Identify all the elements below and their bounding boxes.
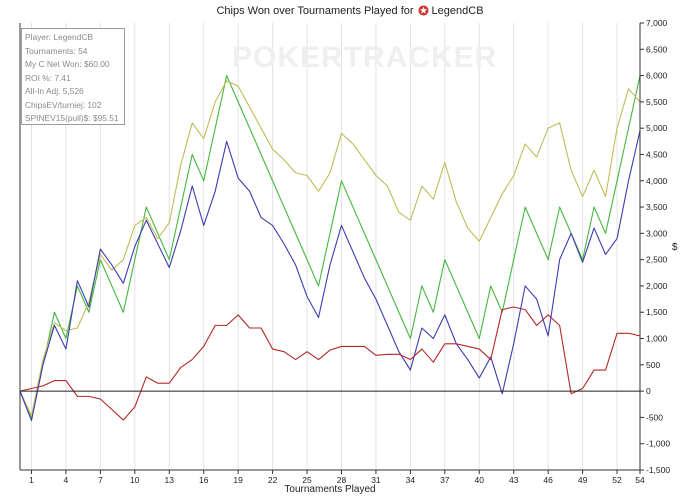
x-tick-label: 31 — [371, 475, 381, 485]
pokertracker-watermark: POKERTRACKER — [232, 41, 498, 74]
x-tick-label: 25 — [302, 475, 312, 485]
x-tick-label: 37 — [440, 475, 450, 485]
chart-title-text: Chips Won over Tournaments Played for — [216, 5, 414, 17]
chart-grid — [30, 23, 641, 470]
y-tick-label: 2,500 — [646, 255, 668, 265]
y-tick-label: 6,500 — [646, 44, 668, 54]
y-tick-label: 5,500 — [646, 97, 668, 107]
chart-title-player: LegendCB — [431, 5, 484, 17]
y-tick-label: 2,000 — [646, 281, 668, 291]
x-tick-label: 49 — [578, 475, 588, 485]
x-axis-label: Tournaments Played — [284, 484, 376, 495]
chart-axes — [19, 23, 641, 471]
x-tick-label: 54 — [635, 475, 645, 485]
y-tick-label: 4,500 — [646, 149, 668, 159]
chart-series — [19, 75, 641, 422]
player-stats-box: Player: LegendCB Tournaments: 54 My C Ne… — [21, 28, 125, 125]
y-tick-label: 6,000 — [646, 71, 668, 81]
stat-net-won: My C Net Won: $60.00 — [25, 59, 110, 69]
stat-allin-adj: All-In Adj: 5,526 — [25, 86, 84, 96]
stat-roi: ROI %: 7.41 — [25, 72, 71, 83]
stat-player: Player: LegendCB — [25, 32, 93, 42]
y-tick-label: 1,500 — [646, 307, 668, 317]
y-tick-label: -1,000 — [646, 439, 670, 449]
y-tick-label: 7,000 — [646, 18, 668, 28]
y-tick-label: 0 — [646, 386, 651, 396]
x-tick-label: 22 — [268, 475, 278, 485]
chart-title: Chips Won over Tournaments Played for Leg… — [0, 5, 700, 17]
y-axis-ticks: -1,500 -1,000 -500 0 500 1,000 1,500 2,000 2,500… — [640, 18, 670, 475]
x-tick-label: 10 — [130, 475, 140, 485]
x-axis-ticks: 1 4 7 10 13 16 19 22 25 28 31 34 37 40 43 46 49 52 54 — [29, 470, 645, 485]
stat-tournaments: Tournaments: 54 — [25, 45, 88, 56]
series-line-3 — [19, 130, 641, 422]
x-tick-label: 46 — [543, 475, 553, 485]
y-tick-label: -500 — [646, 412, 663, 422]
x-tick-label: 40 — [475, 475, 485, 485]
y-tick-label: 500 — [646, 360, 660, 370]
x-tick-label: 13 — [165, 475, 175, 485]
x-tick-label: 1 — [29, 475, 34, 485]
series-line-1 — [19, 75, 641, 418]
y-axis-label: $ — [672, 242, 678, 253]
stat-spinev: SPINEV15(pull)$: $95.51 — [25, 113, 119, 123]
x-tick-label: 43 — [509, 475, 519, 485]
series-line-4 — [19, 306, 641, 421]
x-tick-label: 34 — [406, 475, 416, 485]
x-tick-label: 19 — [233, 475, 243, 485]
x-tick-label: 52 — [612, 475, 622, 485]
stat-chipsev: ChipsEV/turniej: 102 — [25, 99, 102, 110]
y-tick-label: 3,000 — [646, 228, 668, 238]
pokerstars-star-icon — [418, 5, 429, 16]
x-tick-label: 4 — [64, 475, 69, 485]
y-tick-label: 4,000 — [646, 176, 668, 186]
y-tick-label: 5,000 — [646, 123, 668, 133]
series-line-2 — [19, 80, 641, 417]
x-tick-label: 16 — [199, 475, 209, 485]
y-tick-label: 1,000 — [646, 334, 668, 344]
x-tick-label: 28 — [337, 475, 347, 485]
y-tick-label: 3,500 — [646, 202, 668, 212]
x-tick-label: 7 — [98, 475, 103, 485]
y-tick-label: -1,500 — [646, 465, 670, 475]
